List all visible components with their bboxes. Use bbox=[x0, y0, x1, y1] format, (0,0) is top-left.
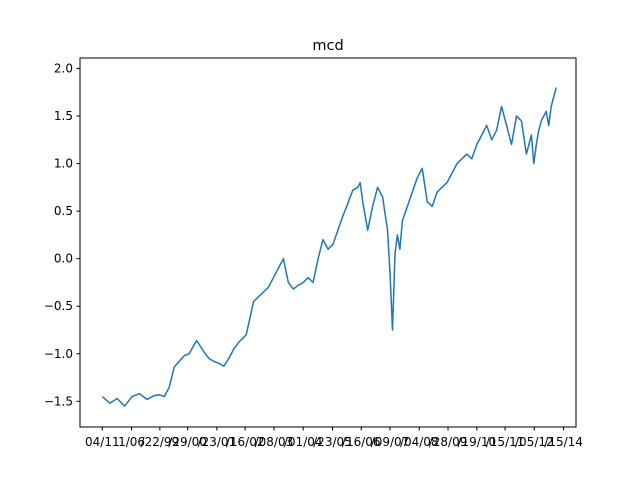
y-tick-label: 0.0 bbox=[54, 252, 73, 266]
y-tick-label: 1.5 bbox=[54, 109, 73, 123]
x-tick-label: /23/01 bbox=[198, 435, 237, 449]
y-tick-label: −1.5 bbox=[44, 394, 73, 408]
x-tick-label: /05/12 bbox=[515, 435, 554, 449]
x-tick-label: 04/11 bbox=[85, 435, 120, 449]
x-tick-label: /23/05 bbox=[313, 435, 352, 449]
x-tick-label: /16/06 bbox=[342, 435, 381, 449]
x-tick-label: /19/10 bbox=[457, 435, 496, 449]
x-tick-label: /22/99 bbox=[141, 435, 180, 449]
x-tick-label: /16/02 bbox=[226, 435, 265, 449]
x-tick-label: /28/09 bbox=[429, 435, 468, 449]
y-tick-label: 0.5 bbox=[54, 204, 73, 218]
x-tick-label: /08/03 bbox=[255, 435, 294, 449]
series-line bbox=[101, 87, 557, 407]
x-tick-label: 1/06 bbox=[118, 435, 145, 449]
x-tick-label: /04/08 bbox=[400, 435, 439, 449]
axes-frame bbox=[79, 57, 577, 428]
x-tick-label: /15/14 bbox=[544, 435, 583, 449]
y-tick-label: −1.0 bbox=[44, 347, 73, 361]
chart-title: mcd bbox=[312, 38, 343, 54]
x-tick-label: /29/00 bbox=[168, 435, 207, 449]
x-tick-label: /15/11 bbox=[486, 435, 525, 449]
y-tick-label: −0.5 bbox=[44, 299, 73, 313]
x-axis: 04/111/06/22/99/29/00/23/01/16/02/08/03/… bbox=[85, 427, 583, 449]
x-tick-label: /09/07 bbox=[371, 435, 410, 449]
x-tick-label: /01/04 bbox=[284, 435, 323, 449]
y-tick-label: 2.0 bbox=[54, 61, 73, 75]
y-tick-label: 1.0 bbox=[54, 157, 73, 171]
y-axis: −1.5 −1.0 −0.5 0.0 0.5 1.0 1.5 2.0 bbox=[44, 61, 80, 408]
plot-area bbox=[101, 87, 557, 407]
